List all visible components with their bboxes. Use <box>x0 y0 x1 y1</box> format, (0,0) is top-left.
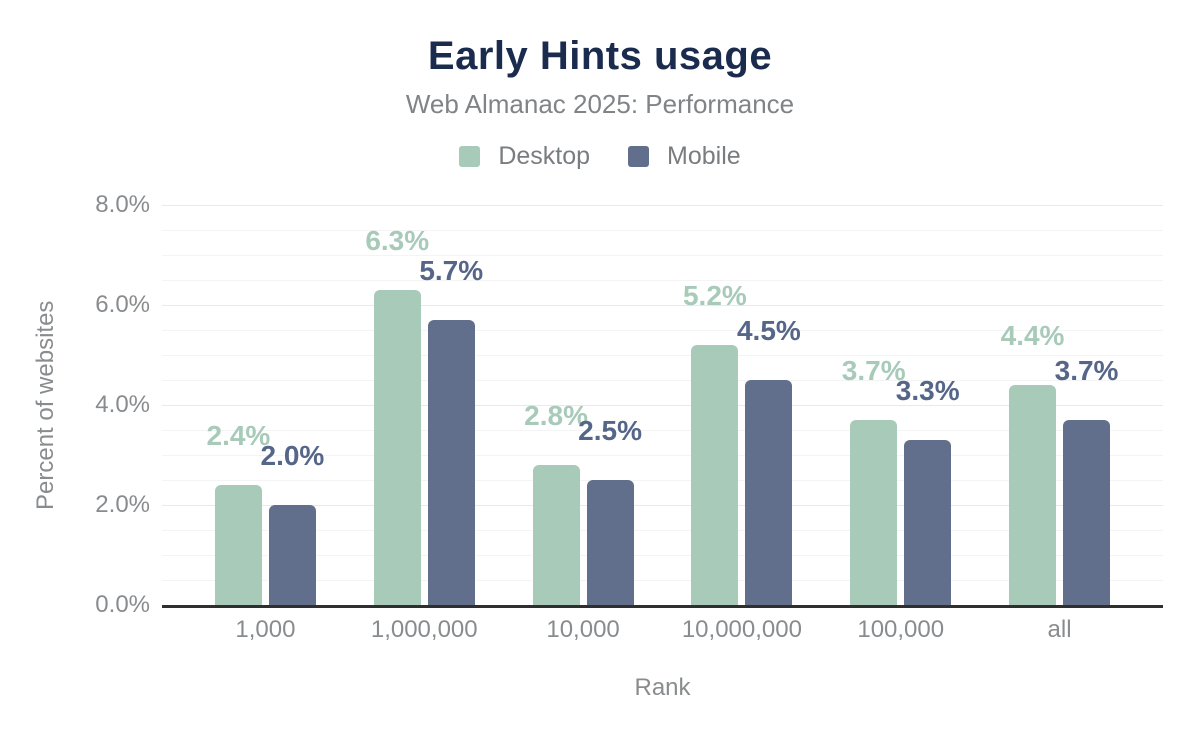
legend-label-desktop: Desktop <box>498 142 591 170</box>
bar-mobile-10000 <box>586 480 634 605</box>
bar-label-desktop-all: 4.4% <box>1000 320 1065 351</box>
x-tick-all: all <box>1047 616 1072 643</box>
bar-desktop-all <box>1009 385 1057 605</box>
bar-group-100000: 3.7% 3.3% <box>821 205 980 605</box>
bar-label-desktop-10000: 2.8% <box>524 400 588 431</box>
gridline-minor-3.5 <box>162 430 1163 431</box>
bar-mobile-100000 <box>904 440 952 605</box>
y-tick-40: 4.0% <box>95 391 150 418</box>
bar-mobile-10000000 <box>745 380 793 605</box>
gridline-major-4 <box>162 405 1163 406</box>
bar-desktop-1000 <box>214 485 262 605</box>
bar-group-1000000: 6.3% 5.7% <box>345 205 504 605</box>
bar-mobile-1000000 <box>427 320 475 605</box>
legend-item-desktop[interactable]: Desktop <box>459 142 590 171</box>
legend-label-mobile: Mobile <box>667 142 741 170</box>
legend: Desktop Mobile <box>0 142 1200 171</box>
gridline-minor-5.5 <box>162 330 1163 331</box>
bar-desktop-10000000 <box>691 345 739 605</box>
bar-label-desktop-10000000: 5.2% <box>682 280 747 311</box>
x-tick-1000000: 1,000,000 <box>370 616 478 643</box>
bar-groups: 2.4% 2.0% 6.3% 5.7% 2.8% 2.5% 5.2% 4.5% 3.7% 3.3%… <box>186 205 1139 605</box>
bar-label-mobile-1000000: 5.7% <box>419 255 484 286</box>
bar-label-mobile-1000: 2.0% <box>260 440 325 471</box>
bar-label-mobile-100000: 3.3% <box>895 375 960 406</box>
gridline-minor-3 <box>162 455 1163 456</box>
gridline-minor-1.5 <box>162 530 1163 531</box>
bar-group-10000: 2.8% 2.5% <box>504 205 663 605</box>
legend-swatch-desktop-icon <box>459 146 481 167</box>
gridline-minor-6.5 <box>162 280 1163 281</box>
gridline-minor-1 <box>162 555 1163 556</box>
bar-mobile-all <box>1063 420 1111 605</box>
x-axis-ticks: 1,000 1,000,000 10,000 10,000,000 100,000 all <box>186 616 1139 644</box>
bar-mobile-1000 <box>268 505 316 605</box>
bar-label-desktop-1000000: 6.3% <box>365 225 430 256</box>
x-axis-title: Rank <box>634 674 691 701</box>
bar-label-desktop-1000: 2.4% <box>206 420 271 451</box>
bar-label-desktop-100000: 3.7% <box>841 355 906 386</box>
y-tick-60: 6.0% <box>95 291 150 318</box>
bar-group-10000000: 5.2% 4.5% <box>662 205 821 605</box>
x-tick-10000: 10,000 <box>546 616 620 643</box>
plot-area: 2.4% 2.0% 6.3% 5.7% 2.8% 2.5% 5.2% 4.5% 3.7% 3.3%… <box>162 205 1163 608</box>
bar-desktop-100000 <box>850 420 898 605</box>
gridline-minor-4.5 <box>162 380 1163 381</box>
gridline-minor-7 <box>162 255 1163 256</box>
x-tick-100000: 100,000 <box>857 616 945 643</box>
x-tick-1000: 1,000 <box>235 616 296 643</box>
gridline-major-8 <box>162 205 1163 206</box>
bar-group-all: 4.4% 3.7% <box>980 205 1139 605</box>
y-tick-80: 8.0% <box>95 191 150 218</box>
bar-label-mobile-10000: 2.5% <box>578 415 642 446</box>
gridline-minor-5 <box>162 355 1163 356</box>
gridline-minor-0.5 <box>162 580 1163 581</box>
y-tick-20: 2.0% <box>95 491 150 518</box>
x-tick-10000000: 10,000,000 <box>681 616 802 643</box>
legend-swatch-mobile-icon <box>628 146 650 167</box>
gridline-minor-7.5 <box>162 230 1163 231</box>
bar-desktop-1000000 <box>373 290 421 605</box>
gridline-major-2 <box>162 505 1163 506</box>
y-tick-00: 0.0% <box>95 591 150 618</box>
gridline-major-6 <box>162 305 1163 306</box>
bar-desktop-10000 <box>532 465 580 605</box>
chart-subtitle: Web Almanac 2025: Performance <box>405 89 795 119</box>
chart-title: Early Hints usage <box>427 34 773 78</box>
bar-label-mobile-10000000: 4.5% <box>736 315 801 346</box>
gridline-minor-2.5 <box>162 480 1163 481</box>
legend-item-mobile[interactable]: Mobile <box>628 142 741 171</box>
bar-group-1000: 2.4% 2.0% <box>186 205 345 605</box>
bar-label-mobile-all: 3.7% <box>1054 355 1119 386</box>
